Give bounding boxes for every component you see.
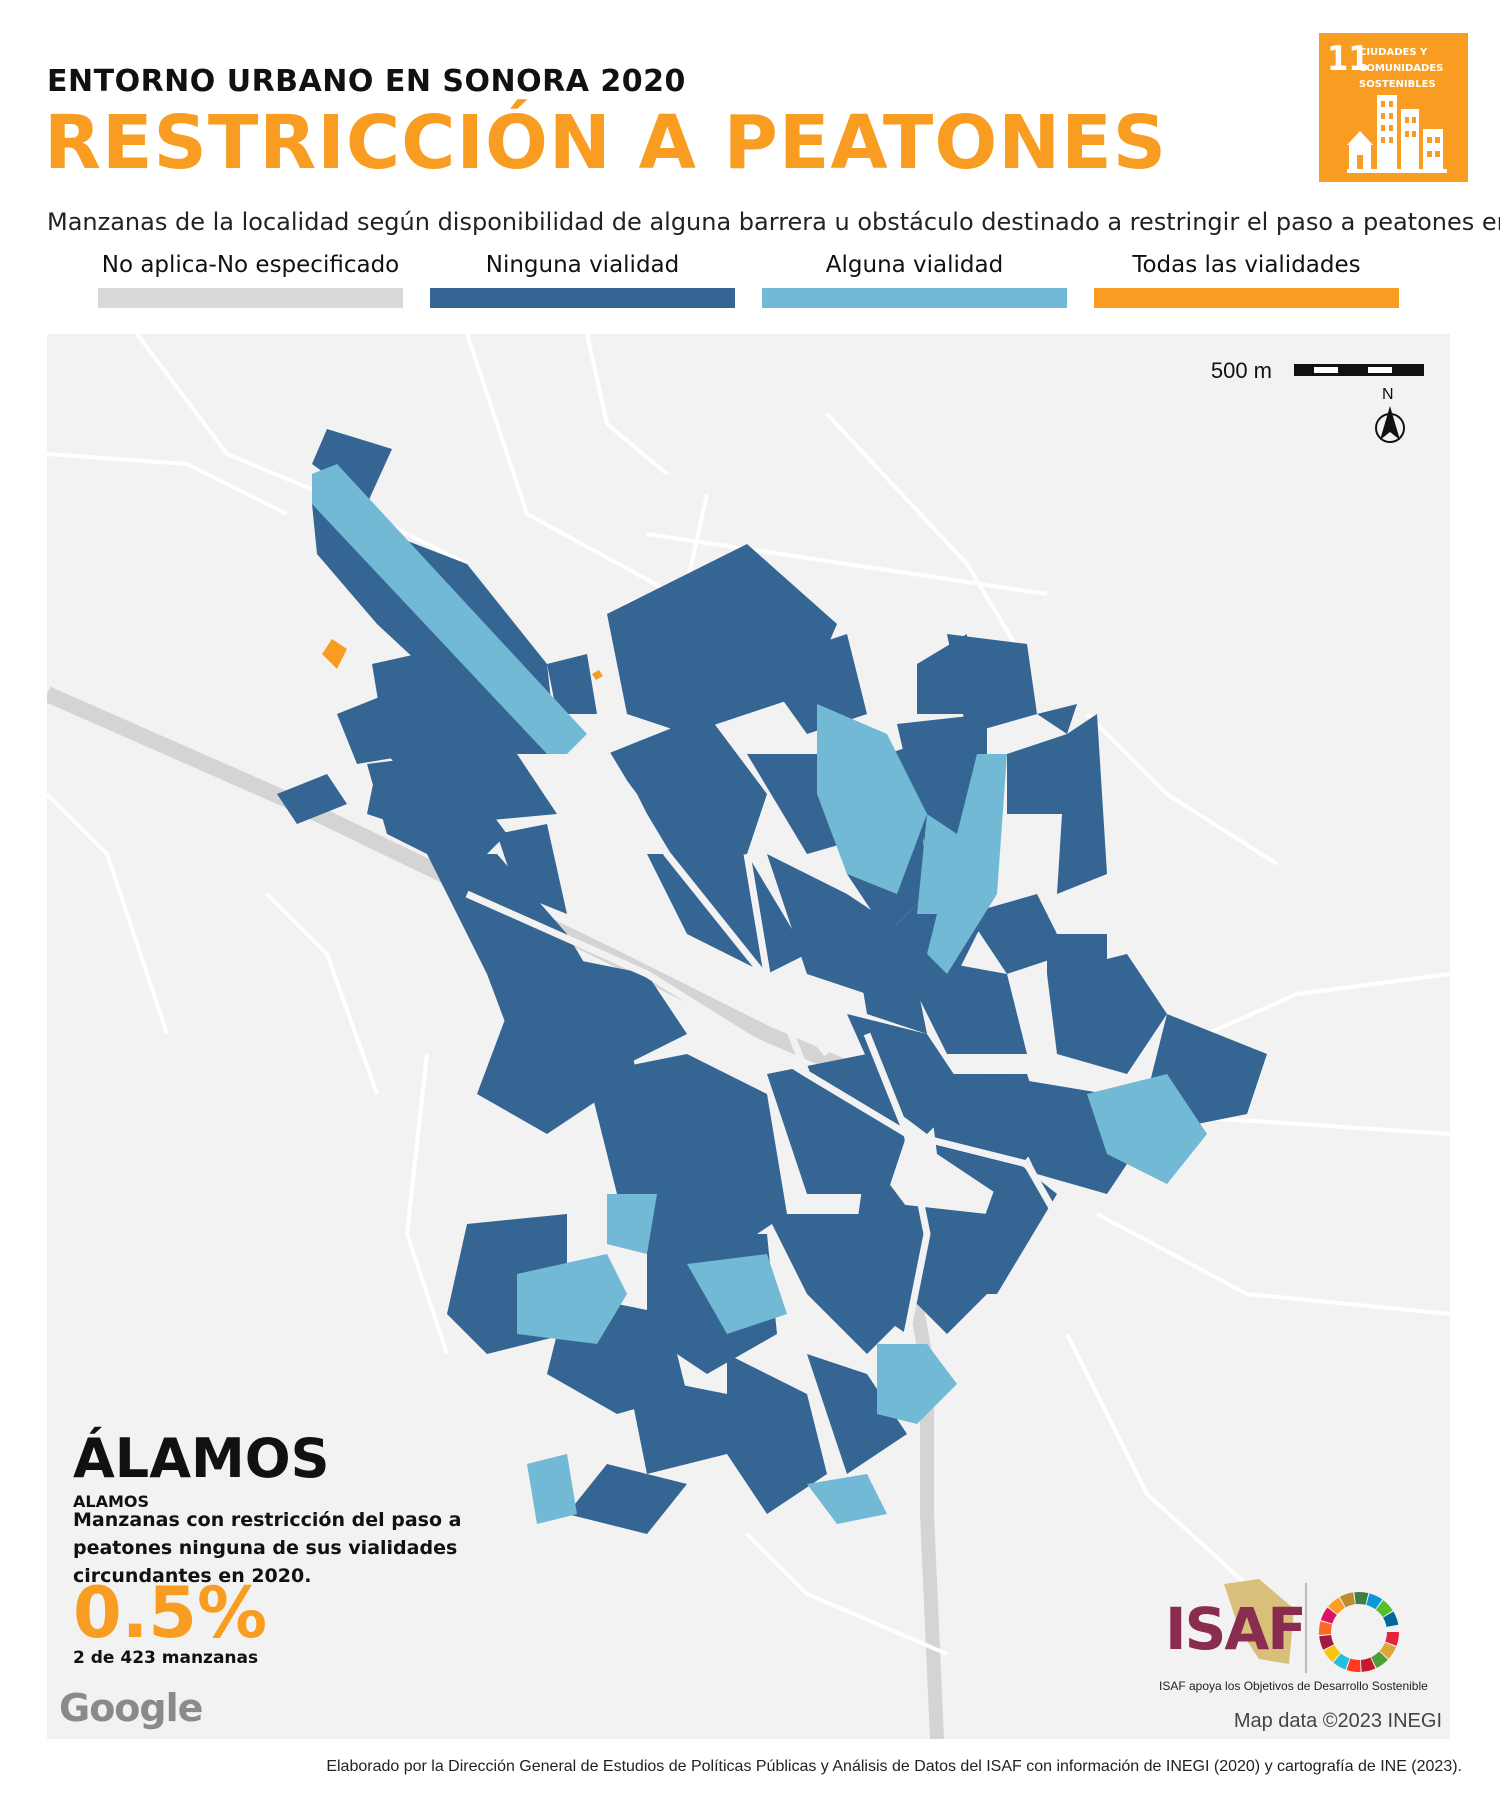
legend-label: Todas las vialidades <box>1132 252 1361 278</box>
locality-percentage: 0.5% <box>73 1572 268 1654</box>
sdg-wheel-icon <box>1319 1592 1399 1672</box>
locality-subname: ALAMOS <box>73 1492 150 1511</box>
logo-divider <box>1305 1583 1307 1673</box>
map-canvas <box>47 334 1450 1739</box>
legend-label: Ninguna vialidad <box>485 252 680 278</box>
footer-credits: Elaborado por la Dirección General de Es… <box>326 1758 1462 1775</box>
locality-name: ÁLAMOS <box>73 1427 330 1490</box>
legend-item-ninguna: Ninguna vialidad <box>430 248 735 308</box>
legend-swatch <box>1094 288 1399 308</box>
highway-road-south <box>900 1252 944 1739</box>
main-streets <box>465 752 1130 1335</box>
sdg-11-badge: 11 CIUDADES Y COMUNIDADES SOSTENIBLES <box>1319 33 1468 182</box>
north-label: N <box>1382 386 1394 403</box>
legend-label: Alguna vialidad <box>825 252 1004 278</box>
scale-bar <box>1294 364 1424 376</box>
sdg-number: 11 <box>1327 39 1370 79</box>
locality-count: 2 de 423 manzanas <box>73 1648 259 1668</box>
isaf-tagline: ISAF apoya los Objetivos de Desarrollo S… <box>1159 1679 1428 1693</box>
map-attribution: Map data ©2023 INEGI <box>1233 1710 1442 1732</box>
city-buildings-icon <box>1347 95 1447 173</box>
google-logo: Google <box>59 1686 203 1730</box>
blocks-todas-vialidades <box>322 639 603 680</box>
legend-item-todas: Todas las vialidades <box>1094 248 1399 308</box>
legend-item-no-aplica: No aplica-No especificado <box>98 248 403 308</box>
map-panel[interactable]: 500 m N ÁLAMOS ALAMOS Manzanas con restr… <box>47 334 1450 1739</box>
isaf-logo: ISAF ISAF apoya los Obj <box>1159 1579 1444 1699</box>
legend-swatch <box>430 288 735 308</box>
sonora-map-icon <box>1224 1579 1294 1664</box>
legend-swatch <box>98 288 403 308</box>
blocks-alguna-vialidad <box>312 464 1207 1524</box>
locality-description: Manzanas con restricción del paso a peat… <box>73 1509 462 1587</box>
subtitle: Manzanas de la localidad según disponibi… <box>47 208 1500 236</box>
isaf-wordmark: ISAF <box>1165 1595 1307 1663</box>
legend-item-alguna: Alguna vialidad <box>762 248 1067 308</box>
north-arrow-icon: N <box>1370 386 1410 446</box>
legend-swatch <box>762 288 1067 308</box>
sdg-text: CIUDADES Y COMUNIDADES SOSTENIBLES <box>1359 47 1444 90</box>
kicker-title: ENTORNO URBANO EN SONORA 2020 <box>47 64 686 99</box>
legend-label: No aplica-No especificado <box>101 252 400 278</box>
scale-label: 500 m <box>1210 358 1272 383</box>
main-title: RESTRICCIÓN A PEATONES <box>44 100 1168 186</box>
